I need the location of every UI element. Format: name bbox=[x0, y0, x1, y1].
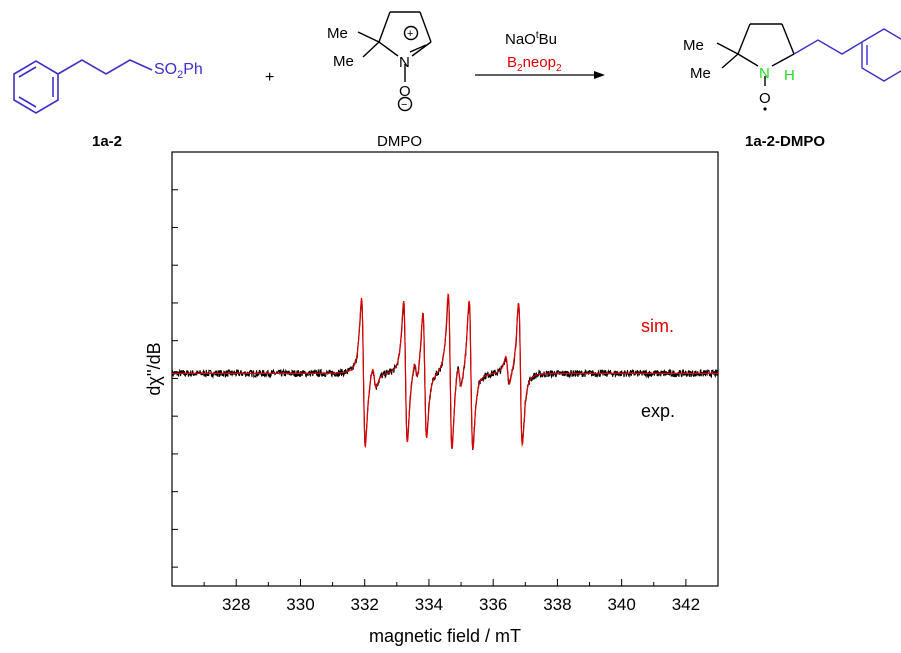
x-axis-ticks: 328 330 332 334 336 338 340 342 bbox=[203, 579, 700, 614]
product-phenyl-ring-lower bbox=[861, 42, 901, 82]
x-tick-label: 328 bbox=[222, 595, 250, 614]
product-label: 1a-2-DMPO bbox=[745, 133, 825, 150]
y-axis-ticks bbox=[172, 189, 178, 568]
exp-series-line bbox=[171, 297, 719, 451]
propyl-chain bbox=[57, 59, 153, 75]
plus-sign: + bbox=[265, 69, 274, 86]
x-tick-label: 338 bbox=[543, 595, 571, 614]
reactant-label: 1a-2 bbox=[92, 133, 122, 150]
dmpo-methyl-bottom: Me bbox=[333, 53, 354, 70]
dmpo-nitrogen: N bbox=[399, 54, 410, 71]
sulfonyl-group: SO2Ph bbox=[154, 61, 203, 81]
boron-reagent: B2neop2 bbox=[507, 54, 562, 74]
product-methyl-top: Me bbox=[683, 37, 704, 54]
x-axis-label: magnetic field / mT bbox=[369, 626, 521, 646]
legend-exp: exp. bbox=[641, 401, 675, 421]
x-tick-label: 332 bbox=[351, 595, 379, 614]
epr-spectrum-plot: 328 330 332 334 336 338 340 342 bbox=[171, 151, 719, 614]
legend-sim: sim. bbox=[641, 316, 674, 336]
plus-glyph: + bbox=[407, 28, 413, 40]
positive-charge bbox=[403, 25, 419, 41]
x-tick-label: 330 bbox=[286, 595, 314, 614]
product-nitrogen: N bbox=[759, 65, 770, 82]
product-methyl-bottom: Me bbox=[690, 65, 711, 82]
dmpo-methyl-top: Me bbox=[327, 25, 348, 42]
negative-charge bbox=[397, 96, 413, 112]
y-axis-label: dχ''/dB bbox=[144, 342, 164, 395]
product-structure bbox=[716, 23, 901, 86]
plot-frame bbox=[171, 151, 719, 587]
phenyl-ring bbox=[13, 60, 59, 114]
product-chain bbox=[793, 39, 863, 55]
x-tick-label: 336 bbox=[479, 595, 507, 614]
minus-glyph: − bbox=[401, 99, 407, 111]
base-reagent: NaOtBu bbox=[505, 30, 557, 48]
radical-dot bbox=[763, 107, 767, 111]
reactant-structure bbox=[13, 59, 153, 114]
x-tick-label: 340 bbox=[607, 595, 635, 614]
dmpo-structure bbox=[357, 11, 432, 112]
product-phenyl-ring bbox=[861, 28, 901, 43]
x-tick-label: 342 bbox=[672, 595, 700, 614]
x-tick-label: 334 bbox=[415, 595, 443, 614]
dmpo-oxygen: O bbox=[399, 83, 411, 100]
sim-series-line bbox=[172, 293, 718, 450]
aromatic-bond bbox=[18, 96, 37, 108]
product-oxygen: O bbox=[759, 90, 771, 107]
aromatic-bond bbox=[18, 66, 37, 78]
product-hydrogen: H bbox=[784, 67, 795, 84]
arrow-head bbox=[594, 71, 605, 79]
dmpo-label: DMPO bbox=[377, 133, 422, 150]
